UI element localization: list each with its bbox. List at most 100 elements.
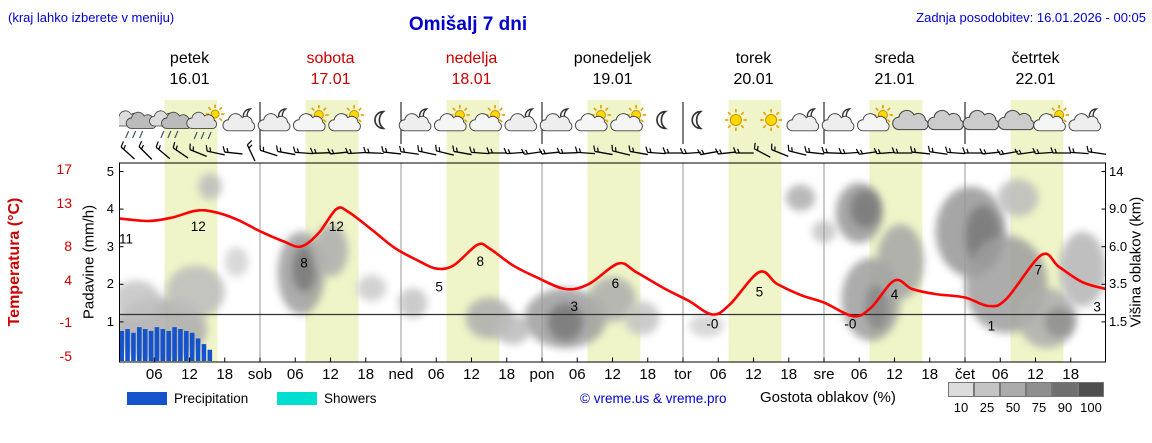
wind-barb	[944, 146, 966, 155]
time-label: 12	[322, 366, 339, 383]
density-bar-segment	[948, 382, 974, 397]
weather-icon-moon	[691, 110, 704, 130]
density-tick-label: 10	[953, 400, 969, 415]
time-label: 06	[286, 366, 304, 383]
time-label: 18	[921, 366, 939, 383]
temperature-value-label: 5	[756, 284, 764, 299]
time-label: 18	[1062, 366, 1080, 383]
time-label: 06	[145, 366, 163, 383]
wind-barbs	[120, 140, 1106, 162]
temperature-value-label: 5	[435, 279, 443, 294]
daylight-bands	[164, 100, 1064, 362]
cloud-height-tick: 3.5	[1109, 276, 1128, 292]
weather-icon-cloud	[927, 109, 964, 131]
temperature-value-label: 4	[891, 287, 899, 302]
wind-barb	[469, 146, 490, 155]
weather-icon-cloud	[962, 109, 1000, 131]
cloud-density-blob	[166, 265, 225, 319]
temperature-value-label: 3	[1093, 300, 1101, 315]
temperature-tick: 4	[64, 271, 72, 288]
wind-barb	[138, 140, 153, 160]
day-name: nedelja	[445, 50, 498, 67]
temperature-value-label: 8	[477, 254, 485, 269]
weather-icon-sun-cloud	[1033, 105, 1070, 132]
time-label: 06	[709, 366, 727, 383]
time-label: 18	[216, 366, 234, 383]
wind-barb	[363, 146, 384, 154]
weather-icon-sun-cloud	[610, 105, 647, 132]
cloud-density-blob	[997, 179, 1039, 217]
temperature-value-label: 3	[571, 299, 579, 314]
day-abbrev-label: tor	[674, 366, 692, 383]
weather-icon-sun-cloud	[857, 105, 893, 132]
weather-icon-sun-cloud	[293, 105, 329, 132]
density-tick-label: 100	[1080, 400, 1102, 415]
wind-barb	[645, 146, 666, 155]
cloud-density-blob	[850, 190, 880, 228]
density-tick-label: 50	[1005, 400, 1021, 415]
time-label: 12	[745, 366, 762, 383]
day-abbrev-label: sob	[247, 366, 273, 383]
wind-barb	[345, 147, 366, 155]
weather-icon-moon-cloud	[504, 108, 538, 132]
credit-link[interactable]: © vreme.us & vreme.pro	[580, 391, 727, 406]
precip-tick: 4	[106, 201, 114, 217]
cloud-density-blob	[785, 184, 816, 211]
time-label: 12	[886, 366, 903, 383]
density-bar-segment	[1000, 382, 1026, 397]
meteogram-chart: 11 12 8 12 5 8 3 6 -0 5 -0 4 1 7 3	[119, 100, 1106, 363]
wind-barb	[1014, 148, 1036, 155]
temperature-line	[119, 206, 1106, 318]
precipitation-bar	[195, 338, 201, 361]
precipitation-bar	[137, 327, 142, 361]
weather-icon-sun-cloud	[328, 105, 365, 132]
precip-tick: 2	[106, 276, 114, 292]
wind-barb	[172, 142, 189, 159]
wind-barb	[574, 146, 596, 155]
precipitation-bar	[148, 330, 154, 361]
weather-icon-sun	[760, 109, 783, 131]
wind-barb	[246, 140, 256, 162]
day-abbrev-label: sre	[813, 366, 835, 383]
showers-legend-label: Showers	[324, 391, 377, 406]
density-bar-segment	[1026, 382, 1052, 397]
day-gridlines	[259, 163, 966, 362]
cloud-density-blob	[495, 314, 531, 345]
weather-icon-moon-cloud	[539, 108, 573, 132]
density-tick-label: 25	[979, 400, 995, 415]
wind-barb	[327, 148, 349, 155]
temperature-line-layer	[119, 206, 1106, 318]
day-date: 17.01	[310, 71, 351, 88]
cloud-density-blob	[688, 314, 725, 337]
day-name: sreda	[874, 50, 915, 67]
wind-barb	[1050, 147, 1071, 154]
day-name: četrtek	[1011, 50, 1060, 67]
day-date: 21.01	[874, 71, 915, 88]
precip-tick: 1	[106, 313, 114, 329]
wind-barb	[309, 147, 331, 154]
precipitation-bar	[201, 344, 207, 361]
wind-barb	[909, 146, 930, 155]
temperature-tick: -5	[59, 348, 72, 364]
cloud-density-blob	[865, 284, 889, 330]
time-label: 06	[568, 366, 586, 383]
cloud-height-tick: 9.0	[1109, 201, 1128, 217]
wind-barb	[452, 145, 472, 156]
cloud-density-blob	[876, 224, 924, 300]
time-label: 18	[639, 366, 657, 383]
cloud-height-tick: 14	[1109, 163, 1124, 179]
showers-swatch	[277, 392, 317, 405]
precipitation-bars	[119, 327, 213, 361]
cloud-density-legend-label: Gostota oblakov (%)	[760, 389, 896, 406]
wind-barb	[1032, 147, 1054, 155]
cloud-density-blob	[547, 303, 584, 341]
wind-barb	[662, 147, 684, 154]
cloud-density-blob	[589, 276, 636, 322]
density-bar-segment	[1052, 382, 1078, 397]
wind-barb	[435, 144, 454, 156]
precip-axis-label: Padavine (mm/h)	[80, 204, 98, 320]
wind-barb	[804, 146, 825, 155]
precipitation-bar	[166, 330, 171, 361]
precipitation-bar	[142, 329, 148, 361]
precipitation-bar	[119, 330, 124, 361]
